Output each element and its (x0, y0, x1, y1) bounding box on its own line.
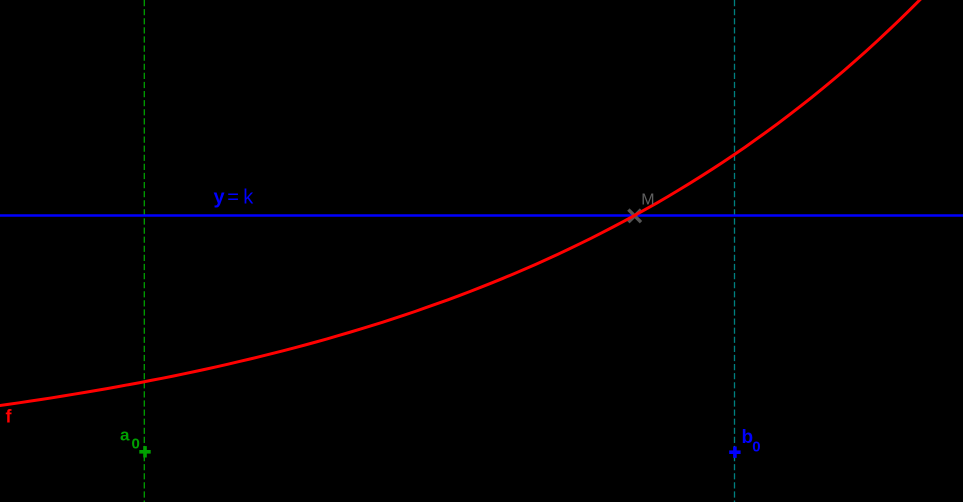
svg-text:0: 0 (752, 438, 760, 455)
svg-text:k: k (243, 187, 254, 209)
svg-text:f: f (6, 407, 13, 427)
svg-text:=: = (227, 187, 239, 209)
svg-text:a: a (120, 426, 130, 445)
svg-text:y: y (214, 187, 226, 209)
svg-text:M: M (641, 191, 654, 208)
svg-text:0: 0 (132, 436, 140, 453)
svg-text:b: b (742, 427, 754, 448)
